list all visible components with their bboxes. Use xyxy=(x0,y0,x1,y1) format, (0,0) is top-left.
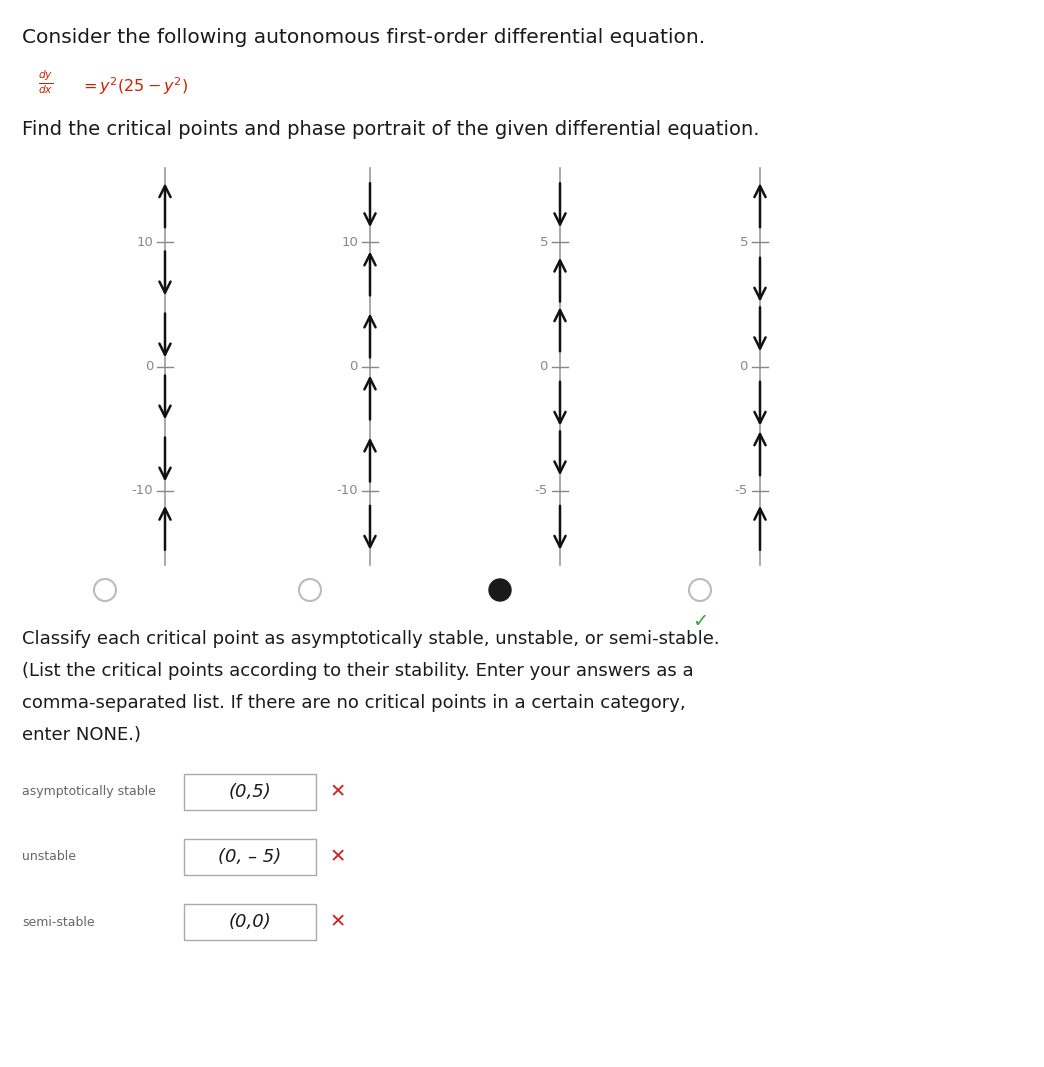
Text: ✓: ✓ xyxy=(692,612,708,631)
FancyBboxPatch shape xyxy=(184,839,316,875)
Text: enter NONE.): enter NONE.) xyxy=(22,726,141,744)
Text: (0, – 5): (0, – 5) xyxy=(218,848,282,866)
Text: Classify each critical point as asymptotically stable, unstable, or semi-stable.: Classify each critical point as asymptot… xyxy=(22,630,719,648)
Text: 5: 5 xyxy=(540,236,548,249)
Text: 0: 0 xyxy=(540,360,548,373)
Text: 10: 10 xyxy=(136,236,153,249)
Text: ✕: ✕ xyxy=(330,782,347,801)
Text: comma-separated list. If there are no critical points in a certain category,: comma-separated list. If there are no cr… xyxy=(22,694,686,712)
Text: Find the critical points and phase portrait of the given differential equation.: Find the critical points and phase portr… xyxy=(22,120,759,139)
Text: Consider the following autonomous first-order differential equation.: Consider the following autonomous first-… xyxy=(22,28,705,47)
Text: -5: -5 xyxy=(535,484,548,497)
Text: ✕: ✕ xyxy=(330,912,347,931)
Text: asymptotically stable: asymptotically stable xyxy=(22,785,156,798)
Text: 0: 0 xyxy=(350,360,358,373)
Text: 0: 0 xyxy=(739,360,748,373)
Circle shape xyxy=(489,579,511,601)
Text: semi-stable: semi-stable xyxy=(22,915,95,928)
Text: (List the critical points according to their stability. Enter your answers as a: (List the critical points according to t… xyxy=(22,662,693,680)
Text: unstable: unstable xyxy=(22,850,76,863)
Text: ✕: ✕ xyxy=(330,847,347,866)
Text: (0,0): (0,0) xyxy=(229,913,271,931)
Text: (0,5): (0,5) xyxy=(229,783,271,801)
Text: $\frac{dy}{dx}$: $\frac{dy}{dx}$ xyxy=(38,68,53,96)
Text: -10: -10 xyxy=(336,484,358,497)
Text: -5: -5 xyxy=(735,484,748,497)
Text: -10: -10 xyxy=(132,484,153,497)
Text: $= y^2(25 - y^2)$: $= y^2(25 - y^2)$ xyxy=(80,75,188,97)
Text: 5: 5 xyxy=(739,236,748,249)
Text: 10: 10 xyxy=(341,236,358,249)
Text: 0: 0 xyxy=(145,360,153,373)
FancyBboxPatch shape xyxy=(184,774,316,810)
FancyBboxPatch shape xyxy=(184,904,316,940)
